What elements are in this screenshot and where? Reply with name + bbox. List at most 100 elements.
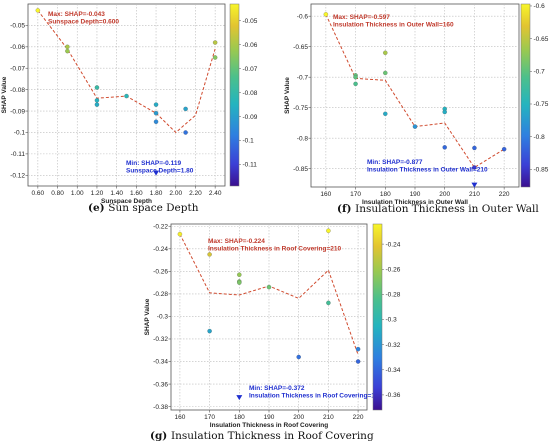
caption-text: Sun space Depth [108,202,198,214]
data-point [183,130,188,135]
y-tick-label: -0.07 [10,65,25,72]
min-annotation-line1: Min: SHAP=-0.119 [126,160,181,167]
y-tick-label: -0.1 [14,130,26,137]
data-point [237,272,242,277]
y-axis-label: SHAP Value [144,298,151,335]
y-tick-label: -0.09 [10,108,25,115]
max-annotation-line2: Insulation Thickness in Outer Wall=160 [333,22,454,29]
y-tick-label: -0.36 [153,381,168,388]
y-tick-label: -0.8 [297,135,309,142]
y-tick-label: -0.28 [153,291,168,298]
min-marker-icon [236,395,243,401]
data-point [212,40,218,45]
data-point [207,252,212,257]
data-point [65,44,70,50]
panel-caption: (f) Insulation Thickness in Outer Wall [337,203,539,215]
colorbar-tick-label: -0.65 [534,36,549,43]
y-tick-label: -0.7 [297,74,309,81]
y-tick-label: -0.85 [293,166,308,173]
colorbar-tick-label: -0.7 [534,69,546,76]
x-tick-label: 1.20 [91,190,104,197]
data-point [355,346,361,352]
data-point [353,81,358,87]
data-point [94,98,100,103]
x-tick-label: 160 [174,414,185,421]
data-point [326,300,331,306]
colorbar-tick-label: -0.11 [243,162,258,169]
x-tick-label: 2.40 [209,190,222,197]
data-point [94,85,100,90]
colorbar-tick-label: -0.05 [243,18,258,25]
colorbar-tick-label: -0.75 [534,101,549,108]
data-point [153,102,159,107]
x-tick-label: 210 [323,414,334,421]
data-point [266,284,272,290]
x-axis-label: Sunspace Depth [101,198,152,205]
data-point [501,146,507,152]
caption-letter: (e) [88,202,108,214]
caption-letter: (f) [337,203,355,215]
min-annotation-line2: Insulation Thickness in Outer Wall=210 [367,167,488,174]
x-tick-label: 1.00 [71,190,84,197]
panel-outer-wall: 160 170 180 190 200 210 220 -0.6 -0.65 -0.7 -0.75 -… [284,3,549,215]
y-tick-label: -0.38 [153,404,168,411]
x-tick-label: 170 [204,414,215,421]
max-annotation-line2: Insulation Thickness in Roof Covering=21… [208,246,341,253]
panel-caption: (g) Insulation Thickness in Roof Coverin… [150,430,374,442]
panel-sunspace-depth: 0.60 0.80 1.00 1.20 1.40 1.60 1.80 2.00 2.20 2.40… [1,3,258,214]
caption-text: Insulation Thickness in Outer Wall [355,203,539,215]
y-tick-label: -0.22 [153,223,168,230]
y-tick-label: -0.3 [157,314,169,321]
data-point [383,70,388,76]
y-tick-label: -0.08 [10,87,25,94]
max-annotation-line1: Max: SHAP=-0.224 [208,238,265,245]
x-axis-label: Insulation Thickness in Outer Wall [362,199,468,206]
x-tick-label: 170 [350,191,361,198]
x-tick-label: 2.00 [169,190,182,197]
data-point [383,50,388,56]
data-point [323,12,329,17]
y-axis-label: SHAP Value [284,77,291,114]
data-point [472,145,477,151]
y-tick-label: -0.12 [10,172,25,179]
max-annotation-line2: Sunspace Depth=0.600 [48,19,119,26]
colorbar-tick-label: -0.26 [386,266,401,273]
data-point [442,145,447,150]
x-tick-label: 160 [320,191,331,198]
x-tick-label: 180 [380,191,391,198]
colorbar [520,3,531,188]
x-tick-label: 200 [439,191,450,198]
y-tick-label: -0.06 [10,44,25,51]
y-axis-label: SHAP Value [1,76,8,113]
y-tick-label: -0.32 [153,336,168,343]
min-marker-icon [471,182,478,188]
y-tick-label: -0.24 [153,246,168,253]
colorbar-tick-label: -0.07 [243,66,258,73]
x-tick-label: 190 [410,191,421,198]
data-point [183,106,188,112]
colorbar-tick-label: -0.28 [386,292,401,299]
x-tick-label: 0.80 [51,190,64,197]
data-point [442,109,447,115]
data-point [212,55,218,60]
panel-caption: (e) Sun space Depth [88,202,199,214]
data-point [153,110,159,116]
x-tick-label: 190 [264,414,275,421]
data-point [472,165,477,170]
y-tick-label: -0.75 [293,105,308,112]
panel-roof-covering: 160 170 180 190 200 210 220 -0.22 -0.24 -0.26 -0.2… [144,223,401,442]
min-annotation-line2: Insulation Thickness in Roof Covering=18… [249,393,382,400]
colorbar-tick-label: -0.06 [243,42,258,49]
data-point [177,231,183,237]
trend-line [37,10,216,134]
colorbar-tick-label: -0.36 [386,392,401,399]
x-tick-label: 2.20 [189,190,202,197]
y-tick-label: -0.05 [10,23,25,30]
data-point [94,102,100,107]
data-point [207,328,212,334]
data-point [153,119,159,124]
colorbar-tick-label: -0.08 [243,90,258,97]
colorbar-tick-label: -0.34 [386,367,401,374]
data-point [353,74,358,80]
